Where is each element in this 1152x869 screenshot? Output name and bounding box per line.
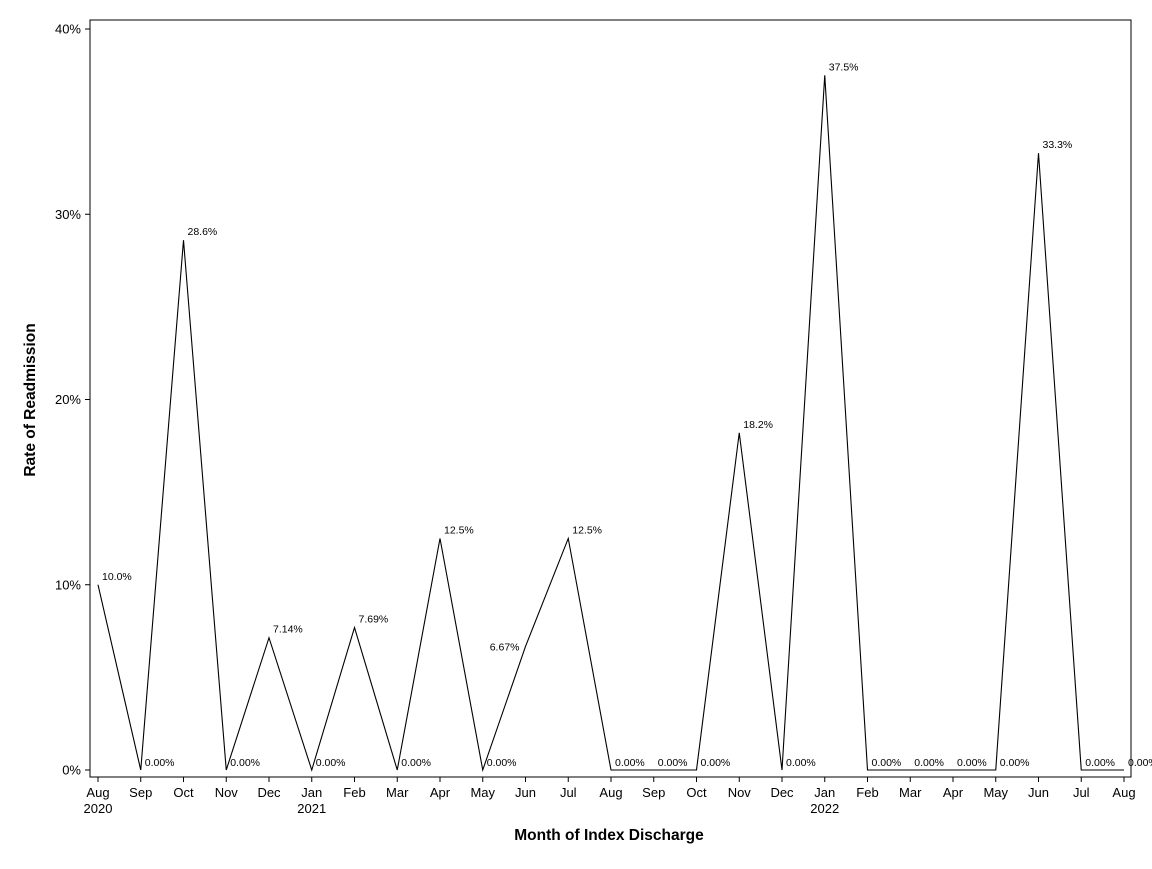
data-label: 6.67% [490,641,520,653]
data-label: 0.00% [1085,757,1115,769]
data-label: 0.00% [145,757,175,769]
y-tick-label: 40% [55,22,81,37]
data-label: 0.00% [701,757,731,769]
data-label: 0.00% [230,757,260,769]
data-label: 37.5% [829,61,859,73]
data-label: 0.00% [401,757,431,769]
data-label: 28.6% [188,226,218,238]
data-label: 0.00% [786,757,816,769]
x-tick-label-month: Mar [899,785,922,800]
x-tick-label-month: Jun [1028,785,1049,800]
data-label: 12.5% [572,524,602,536]
data-label: 0.00% [1128,757,1152,769]
x-tick-label-month: Jul [560,785,577,800]
x-tick-label-month: Feb [343,785,365,800]
x-tick-label-month: Sep [129,785,152,800]
x-tick-label-month: Sep [642,785,665,800]
x-tick-label-month: Dec [257,785,281,800]
y-axis-title: Rate of Readmission [22,323,39,476]
y-axis: 0% 10% 20% 30% 40% [55,22,90,778]
x-tick-label-month: Aug [599,785,622,800]
data-label: 12.5% [444,524,474,536]
x-tick-label-month: Apr [430,785,451,800]
data-labels: 10.0% 0.00% 28.6% 0.00% 7.14% 0.00% 7.69% 0.00%… [102,61,1152,769]
x-tick-label-month: Oct [686,785,707,800]
x-tick-label-month: Apr [943,785,964,800]
x-tick-label-month: Jul [1073,785,1090,800]
data-label: 0.00% [487,757,517,769]
data-label: 33.3% [1043,139,1073,151]
y-tick-label: 0% [62,763,81,778]
x-tick-label-month: Dec [770,785,794,800]
x-tick-label-month: Feb [856,785,878,800]
data-label: 7.14% [273,624,303,636]
data-label: 10.0% [102,571,132,583]
x-tick-label-month: Nov [728,785,752,800]
x-tick-label-year: 2022 [810,801,839,816]
series-readmission-rate [97,75,1124,773]
x-tick-label-year: 2020 [84,801,113,816]
data-label: 0.00% [615,757,645,769]
x-tick-label-month: May [983,785,1008,800]
x-tick-label-month: Oct [173,785,194,800]
x-tick-label-year: 2021 [297,801,326,816]
x-tick-label-month: Aug [1112,785,1135,800]
x-tick-label-month: Aug [86,785,109,800]
y-tick-label: 30% [55,207,81,222]
data-label: 0.00% [872,757,902,769]
y-tick-label: 20% [55,392,81,407]
y-tick-label: 10% [55,577,81,592]
data-label: 18.2% [743,419,773,431]
x-tick-label-month: Nov [215,785,239,800]
data-label: 0.00% [1000,757,1030,769]
x-tick-label-month: Jun [515,785,536,800]
plot-frame [89,19,1132,778]
x-tick-label-month: Jan [301,785,322,800]
data-label: 0.00% [658,757,688,769]
x-tick-label-month: Jan [814,785,835,800]
x-tick-label-month: May [470,785,495,800]
data-label: 0.00% [316,757,346,769]
x-tick-label-month: Mar [386,785,409,800]
data-label: 7.69% [359,614,389,626]
data-label: 0.00% [914,757,944,769]
series-line [97,75,1124,773]
data-label: 0.00% [957,757,987,769]
x-axis-title: Month of Index Discharge [514,827,704,844]
